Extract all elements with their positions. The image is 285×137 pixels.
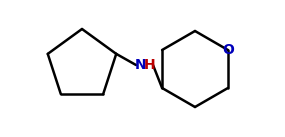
Text: H: H (144, 58, 156, 72)
Text: N: N (135, 58, 147, 72)
Text: O: O (222, 43, 234, 57)
